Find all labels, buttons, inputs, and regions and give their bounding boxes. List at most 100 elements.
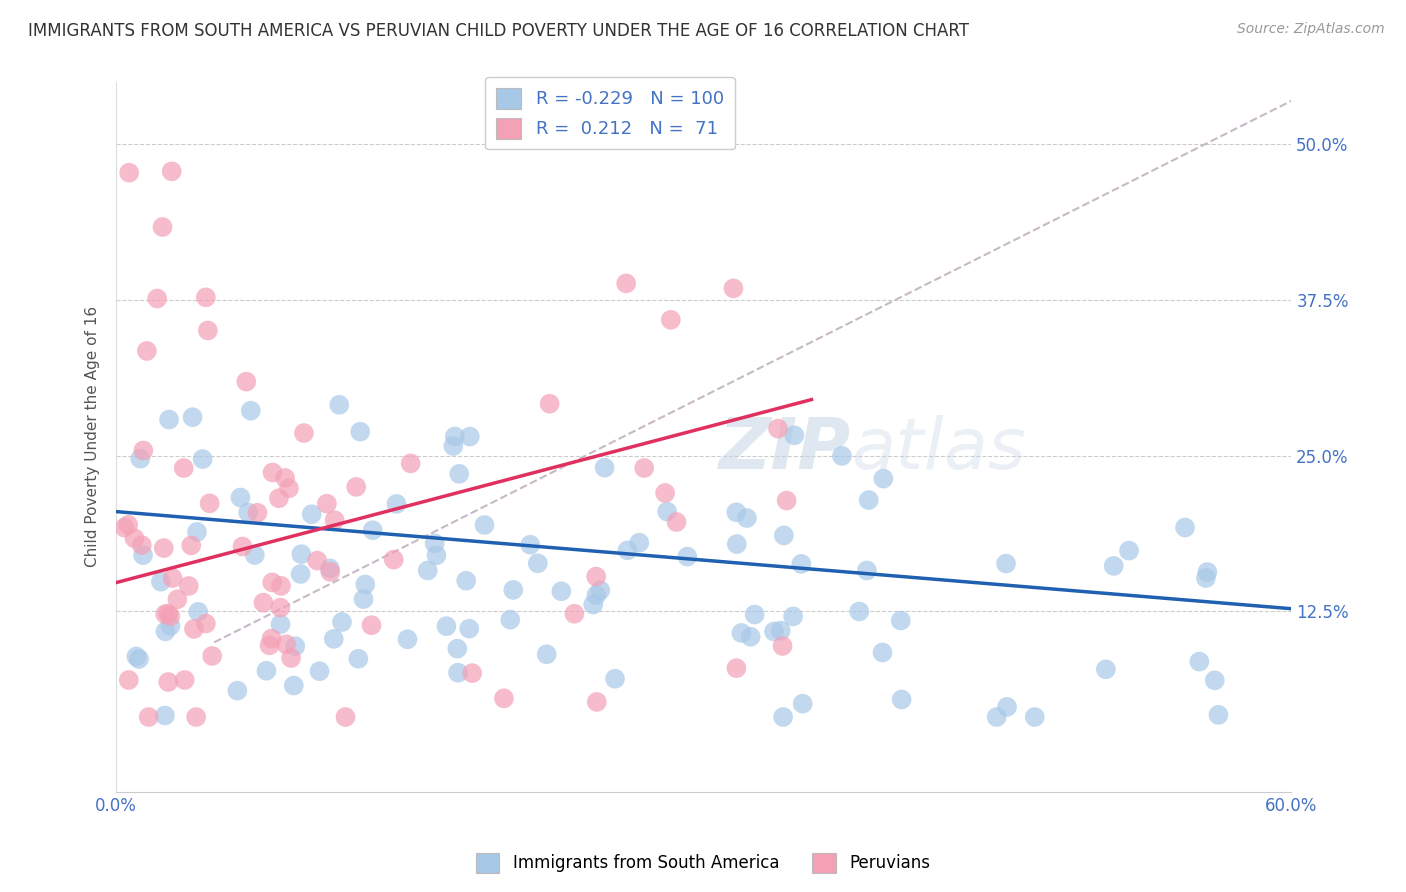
Legend: Immigrants from South America, Peruvians: Immigrants from South America, Peruvians <box>470 847 936 880</box>
Point <box>347 652 370 666</box>
Point <box>198 496 221 510</box>
Point <box>197 323 219 337</box>
Text: atlas: atlas <box>851 415 1025 483</box>
Point <box>458 622 481 636</box>
Point <box>315 497 337 511</box>
Point <box>550 584 572 599</box>
Point <box>259 638 281 652</box>
Point <box>676 549 699 564</box>
Point <box>290 547 312 561</box>
Point <box>772 528 794 542</box>
Point <box>766 421 789 435</box>
Point <box>665 515 688 529</box>
Point <box>283 679 305 693</box>
Point <box>239 403 262 417</box>
Point <box>474 518 496 533</box>
Point <box>231 540 253 554</box>
Point <box>614 277 637 291</box>
Point <box>183 622 205 636</box>
Point <box>730 626 752 640</box>
Point <box>131 538 153 552</box>
Point <box>149 574 172 589</box>
Point <box>446 641 468 656</box>
Point <box>725 505 748 519</box>
Point <box>725 661 748 675</box>
Point <box>385 497 408 511</box>
Point <box>361 523 384 537</box>
Point <box>461 666 484 681</box>
Point <box>783 428 806 442</box>
Point <box>191 452 214 467</box>
Point <box>269 600 291 615</box>
Point <box>492 691 515 706</box>
Point <box>443 429 465 443</box>
Point <box>292 426 315 441</box>
Point <box>723 281 745 295</box>
Point <box>425 548 447 562</box>
Point <box>593 460 616 475</box>
Point <box>157 675 180 690</box>
Point <box>382 552 405 566</box>
Point <box>1174 520 1197 534</box>
Point <box>129 451 152 466</box>
Point <box>118 166 141 180</box>
Point <box>354 577 377 591</box>
Point <box>616 543 638 558</box>
Point <box>132 443 155 458</box>
Point <box>740 630 762 644</box>
Point <box>856 564 879 578</box>
Point <box>157 412 180 426</box>
Point <box>229 491 252 505</box>
Text: Source: ZipAtlas.com: Source: ZipAtlas.com <box>1237 22 1385 37</box>
Point <box>159 609 181 624</box>
Point <box>278 481 301 495</box>
Point <box>360 618 382 632</box>
Point <box>858 493 880 508</box>
Point <box>995 699 1018 714</box>
Point <box>848 605 870 619</box>
Point <box>831 449 853 463</box>
Point <box>782 609 804 624</box>
Point <box>162 571 184 585</box>
Point <box>246 506 269 520</box>
Point <box>655 504 678 518</box>
Y-axis label: Child Poverty Under the Age of 16: Child Poverty Under the Age of 16 <box>86 306 100 567</box>
Point <box>725 537 748 551</box>
Point <box>763 624 786 639</box>
Point <box>538 397 561 411</box>
Point <box>564 607 586 621</box>
Point <box>330 615 353 629</box>
Point <box>790 557 813 571</box>
Point <box>270 617 292 632</box>
Point <box>1197 565 1219 579</box>
Point <box>589 583 612 598</box>
Point <box>173 673 195 687</box>
Point <box>146 292 169 306</box>
Point <box>1024 710 1046 724</box>
Point <box>447 665 470 680</box>
Point <box>276 637 298 651</box>
Point <box>284 639 307 653</box>
Point <box>153 708 176 723</box>
Point <box>323 513 346 527</box>
Point <box>436 619 458 633</box>
Point <box>254 664 277 678</box>
Point <box>502 582 524 597</box>
Point <box>995 557 1018 571</box>
Point <box>201 648 224 663</box>
Text: ZIP: ZIP <box>718 415 851 483</box>
Point <box>194 290 217 304</box>
Point <box>735 511 758 525</box>
Point <box>585 695 607 709</box>
Point <box>181 410 204 425</box>
Point <box>184 710 207 724</box>
Point <box>159 619 181 633</box>
Point <box>1195 571 1218 585</box>
Point <box>423 536 446 550</box>
Point <box>628 535 651 549</box>
Point <box>1095 662 1118 676</box>
Point <box>526 557 548 571</box>
Point <box>267 491 290 506</box>
Point <box>353 592 375 607</box>
Point <box>986 710 1008 724</box>
